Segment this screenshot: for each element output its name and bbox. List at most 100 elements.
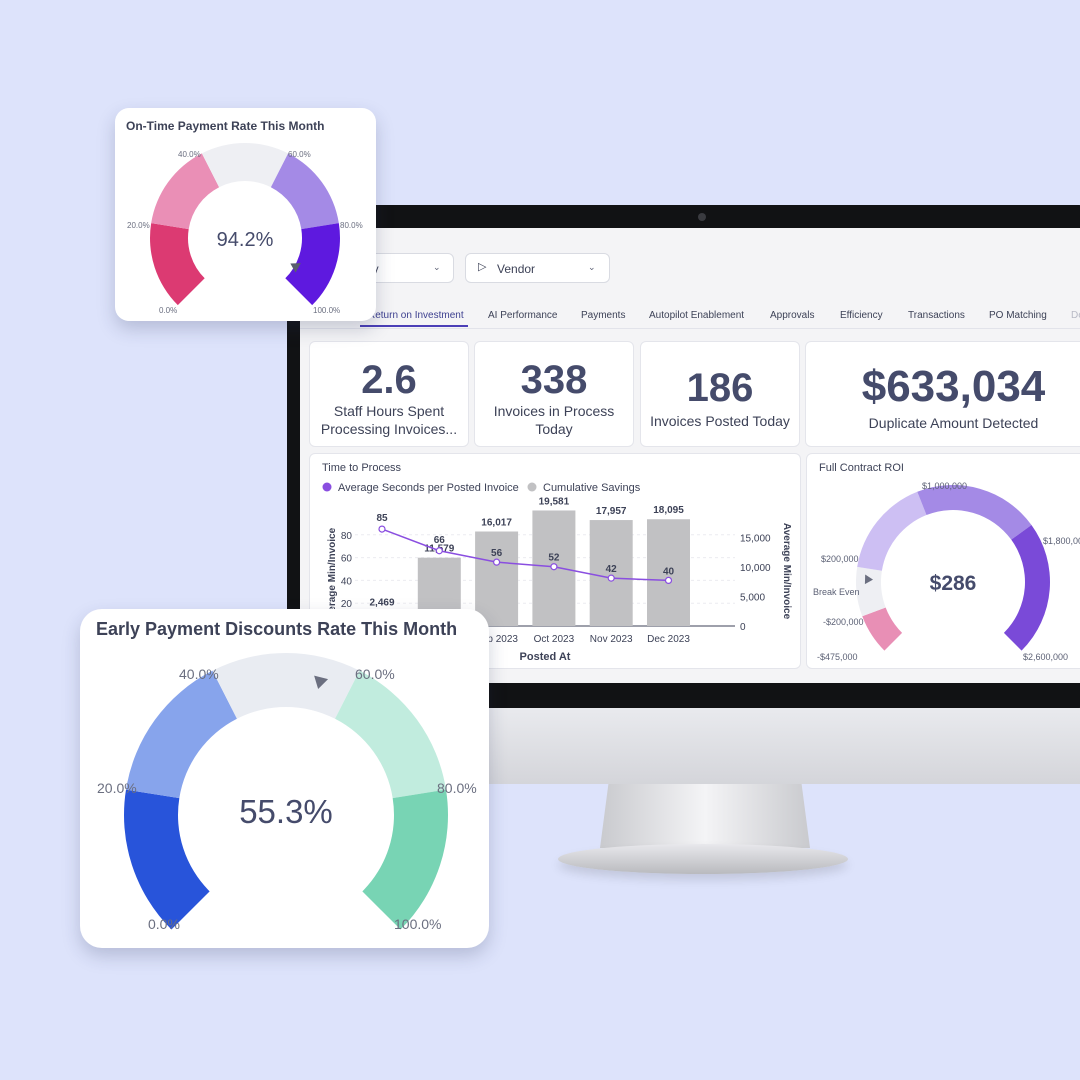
kpi-value: 338	[520, 358, 588, 402]
legend-bar-label: Cumulative Savings	[543, 482, 641, 494]
tab-more[interactable]: De	[1071, 310, 1080, 321]
gauge-segment	[201, 143, 289, 188]
kpi-card-duplicate-amount: $633,034 Duplicate Amount Detected	[805, 341, 1080, 447]
bar-data-label: 18,095	[653, 505, 684, 516]
dashboard-screen: ny ⌄ ▷ Vendor ⌄ Return on Investment AI …	[300, 228, 1080, 683]
gauge-segment	[150, 223, 205, 306]
gauge-tick-label: 100.0%	[394, 916, 441, 932]
kpi-card-staff-hours: 2.6 Staff Hours Spent Processing Invoice…	[309, 341, 469, 447]
line-point	[435, 547, 443, 555]
kpi-card-invoices-in-process: 338 Invoices in Process Today	[474, 341, 634, 447]
gauge-tick-label: 40.0%	[179, 666, 219, 682]
gauge-needle	[864, 574, 874, 585]
y-right-axis-label: Average Min/Invoice	[781, 523, 792, 620]
line-point	[550, 563, 558, 571]
gauge-segment	[212, 653, 360, 719]
line-data-label: 66	[434, 535, 446, 546]
tab-transactions[interactable]: Transactions	[908, 310, 965, 321]
chevron-down-icon: ⌄	[433, 262, 441, 272]
early-discount-card: Early Payment Discounts Rate This Month …	[80, 609, 489, 948]
line-data-label: 56	[491, 548, 503, 559]
gauge-tick-label: 0.0%	[159, 306, 177, 315]
gauge-tick-label: 100.0%	[313, 306, 340, 315]
kpi-label: Invoices Posted Today	[650, 413, 790, 429]
gauge-tick-label: Break Even	[813, 587, 860, 597]
tag-icon: ▷	[478, 261, 487, 273]
kpi-label: Duplicate Amount Detected	[868, 415, 1039, 431]
card-title: On-Time Payment Rate This Month	[126, 119, 324, 133]
legend-bar-swatch	[527, 482, 537, 492]
y-right-tick-label: 15,000	[740, 534, 771, 545]
y-left-tick-label: 40	[341, 576, 353, 587]
gauge-tick-label: -$475,000	[817, 652, 858, 662]
on-time-gauge: On-Time Payment Rate This Month 94.2% 0.…	[126, 119, 363, 315]
kpi-value: 2.6	[361, 358, 417, 402]
y-right-tick-label: 5,000	[740, 593, 765, 604]
gauge-tick-label: $1,000,000	[922, 481, 967, 491]
x-tick-label: Oct 2023	[534, 634, 575, 645]
roi-gauge: Full Contract ROI $286 $1,000,000 $1,800…	[813, 462, 1080, 662]
monitor-camera	[698, 213, 706, 221]
chevron-down-icon: ⌄	[588, 262, 596, 272]
gauge-tick-label: $1,800,000	[1043, 536, 1080, 546]
bar-data-label: 16,017	[481, 517, 512, 528]
line-data-label: 52	[548, 553, 560, 564]
gauge-segment	[151, 153, 220, 230]
gauge-needle	[290, 263, 301, 273]
line-point	[493, 558, 501, 566]
tab-payments[interactable]: Payments	[581, 310, 626, 321]
y-left-tick-label: 80	[341, 531, 353, 542]
bar-data-label: 17,957	[596, 506, 627, 517]
gauge-tick-label: 60.0%	[355, 666, 395, 682]
gauge-segment	[124, 789, 210, 930]
gauge-tick-label: $200,000	[821, 554, 859, 564]
tab-autopilot-enablement[interactable]: Autopilot Enablement	[649, 310, 745, 321]
gauge-segment	[856, 566, 886, 617]
active-tab-indicator	[360, 325, 468, 327]
gauge-tick-label: 60.0%	[288, 150, 311, 159]
tab-approvals[interactable]: Approvals	[770, 310, 815, 321]
tab-po-matching[interactable]: PO Matching	[989, 310, 1047, 321]
y-right-tick-label: 0	[740, 622, 746, 633]
line-point	[607, 574, 615, 582]
bar-data-label: 19,581	[539, 496, 570, 507]
card-title: Early Payment Discounts Rate This Month	[96, 619, 457, 639]
kpi-label: Staff Hours Spent	[333, 403, 445, 419]
chart-title: Time to Process	[322, 462, 402, 474]
gauge-segment	[125, 670, 237, 799]
gauge-segment	[917, 485, 1032, 540]
kpi-card-invoices-posted: 186 Invoices Posted Today	[640, 341, 800, 447]
kpi-value: 186	[686, 366, 754, 410]
gauge-segment	[857, 491, 927, 571]
gauge-tick-label: 20.0%	[127, 221, 150, 230]
vendor-filter-label: Vendor	[497, 262, 536, 276]
vendor-filter[interactable]: ▷ Vendor ⌄	[465, 253, 610, 283]
x-axis-label: Posted At	[520, 651, 571, 663]
gauge-needle	[314, 675, 329, 690]
chart-title: Full Contract ROI	[819, 462, 904, 474]
tab-efficiency[interactable]: Efficiency	[840, 310, 883, 321]
line-data-label: 40	[663, 566, 675, 577]
gauge-value: 55.3%	[239, 793, 333, 830]
gauge-tick-label: 0.0%	[148, 916, 180, 932]
gauge-tick-label: 40.0%	[178, 150, 201, 159]
gauge-segment	[862, 607, 903, 651]
gauge-tick-label: 20.0%	[97, 780, 137, 796]
line-data-label: 42	[606, 564, 618, 575]
gauge-segment	[362, 789, 448, 930]
monitor-stand-base	[558, 844, 848, 874]
tab-ai-performance[interactable]: AI Performance	[488, 310, 558, 321]
gauge-segment	[335, 670, 447, 799]
gauge-tick-label: 80.0%	[437, 780, 477, 796]
series-line	[381, 528, 669, 582]
gauge-segment	[270, 153, 339, 230]
y-left-tick-label: 20	[341, 599, 353, 610]
tab-return-on-investment[interactable]: Return on Investment	[368, 310, 464, 321]
line-data-label: 85	[376, 513, 388, 524]
gauge-tick-label: -$200,000	[823, 617, 864, 627]
kpi-label: Invoices in Process	[493, 403, 615, 419]
full-contract-roi-card: Full Contract ROI $286 $1,000,000 $1,800…	[806, 453, 1080, 669]
gauge-segment	[1003, 524, 1050, 651]
early-discount-gauge: Early Payment Discounts Rate This Month …	[96, 619, 477, 932]
gauge-tick-label: 80.0%	[340, 221, 363, 230]
